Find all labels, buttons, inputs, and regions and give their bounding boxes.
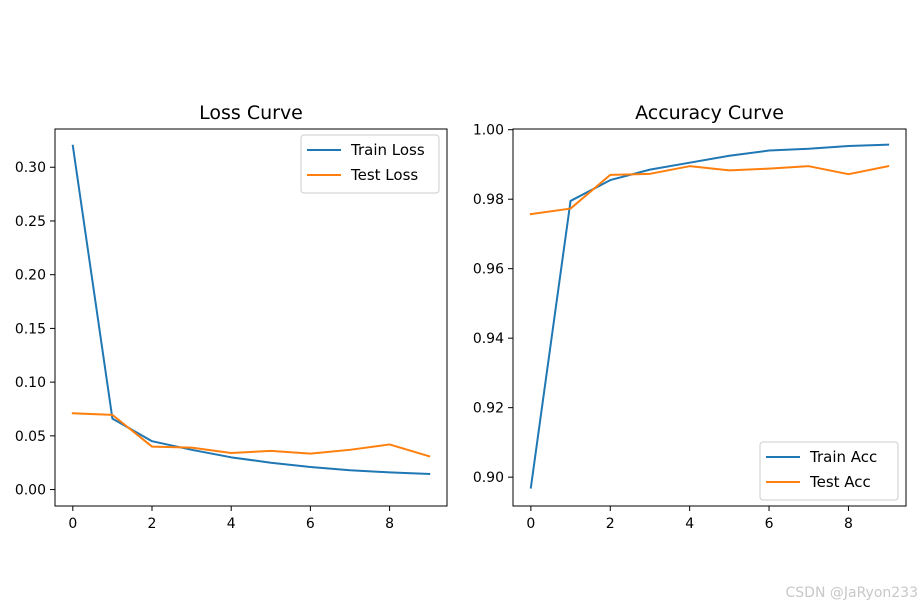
loss-y-tick-label: 0.25 [15, 214, 46, 230]
acc-x-tick-label: 2 [606, 516, 615, 532]
loss-series-line-test-loss [71, 412, 431, 458]
acc-x-tick-label: 4 [685, 516, 694, 532]
loss-y-tick-label: 0.00 [15, 483, 46, 499]
loss-x-tick-label: 6 [306, 516, 315, 532]
loss-y-tick-label: 0.15 [15, 321, 46, 337]
acc-x-tick-label: 8 [844, 516, 853, 532]
acc-series-line-test-acc [529, 165, 890, 216]
acc-legend-label: Train Acc [809, 448, 877, 466]
loss-y-tick-label: 0.05 [15, 429, 46, 445]
loss-y-tick-label: 0.30 [15, 160, 46, 176]
acc-y-tick-label: 0.90 [473, 470, 504, 486]
acc-title: Accuracy Curve [635, 102, 784, 124]
acc-y-tick-label: 1.00 [473, 123, 504, 139]
acc-y-tick-label: 0.98 [473, 192, 504, 208]
loss-x-tick-label: 2 [148, 516, 157, 532]
loss-legend: Train Loss Test Loss [300, 134, 440, 194]
acc-x-tick-label: 0 [526, 516, 535, 532]
loss-legend-label: Test Loss [350, 166, 418, 184]
loss-title: Loss Curve [199, 102, 303, 124]
loss-x-tick-label: 4 [227, 516, 236, 532]
acc-legend: Train Acc Test Acc [759, 441, 899, 501]
acc-legend-label: Test Acc [809, 473, 871, 491]
loss-legend-label: Train Loss [350, 141, 425, 159]
loss-x-tick-label: 8 [385, 516, 394, 532]
acc-y-tick-label: 0.96 [473, 262, 504, 278]
acc-axes-frame [512, 128, 907, 507]
loss-y-tick-label: 0.10 [15, 375, 46, 391]
acc-y-tick-label: 0.92 [473, 401, 504, 417]
acc-y-tick-label: 0.94 [473, 331, 504, 347]
watermark: CSDN @JaRyon233 [785, 585, 918, 601]
accuracy-curve-panel: Accuracy Curve 0 2 4 6 8 0.90 0.92 0.94 0.96 0.98 1… [473, 102, 907, 532]
loss-axes-frame [54, 128, 448, 507]
loss-x-tick-label: 0 [68, 516, 77, 532]
loss-y-tick-label: 0.20 [15, 268, 46, 284]
acc-x-tick-label: 6 [765, 516, 774, 532]
loss-curve-panel: Loss Curve 0 2 4 6 8 0.00 0.05 0.10 0.15 0.20 0.25 0… [15, 102, 448, 532]
